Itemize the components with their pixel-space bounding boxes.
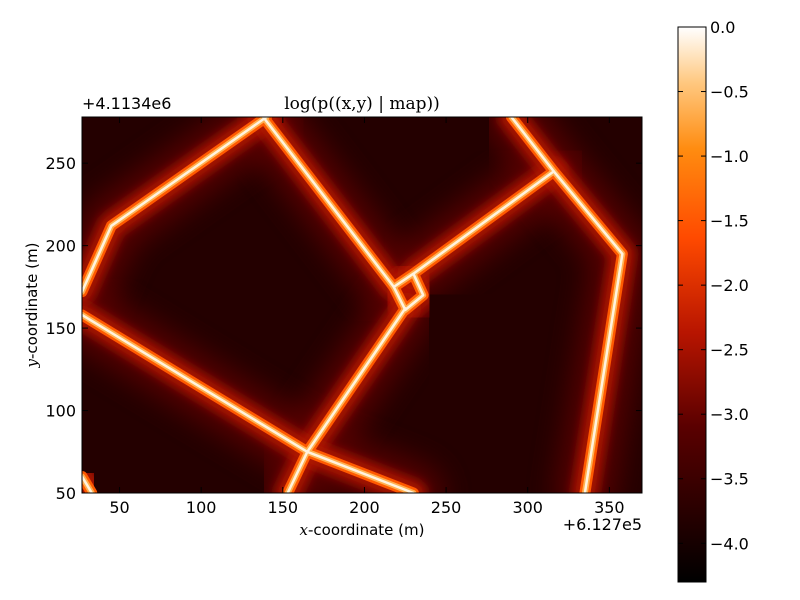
x-tick-label: 100: [186, 498, 217, 517]
colorbar-tick-label: −3.5: [710, 470, 749, 489]
x-axis-ticks: 50 100 150 200 250 300 350: [109, 117, 625, 517]
colorbar-tick-label: −4.0: [710, 534, 749, 553]
colorbar-tick-label: −1.0: [710, 147, 749, 166]
colorbar-tick-label: −2.0: [710, 276, 749, 295]
colorbar-ticks: 0.0 −0.5 −1.0 −1.5 −2.0 −2.5 −3.0 −3.5 −4.0: [678, 18, 749, 553]
colorbar-tick-label: 0.0: [710, 18, 735, 37]
x-tick-label: 50: [109, 498, 129, 517]
road-8-layer-4: [82, 475, 94, 493]
colorbar: 0.0 −0.5 −1.0 −1.5 −2.0 −2.5 −3.0 −3.5 −4.0: [677, 18, 749, 583]
colorbar-tick-label: −1.5: [710, 212, 749, 231]
y-tick-label: 150: [45, 319, 76, 338]
y-tick-label: 250: [45, 154, 76, 173]
x-offset-label: +6.127e5: [563, 515, 642, 534]
y-axis-ticks: 50 100 150 200 250: [45, 154, 642, 503]
x-tick-label: 200: [349, 498, 380, 517]
x-tick-label: 150: [268, 498, 299, 517]
road-2-layer-4: [261, 117, 396, 289]
road-3-layer-4: [392, 272, 425, 312]
y-tick-label: 50: [56, 484, 76, 503]
x-tick-label: 300: [512, 498, 543, 517]
y-axis-label: y-coordinate (m): [23, 243, 41, 369]
road-7-layer-4: [510, 117, 624, 493]
x-axis-label: x-coordinate (m): [300, 521, 425, 539]
road-6-layer-4: [412, 170, 556, 275]
y-offset-label: +4.1134e6: [82, 94, 171, 113]
colorbar-gradient: [677, 26, 707, 583]
plot-frame: [81, 116, 643, 494]
road-5-layer-4: [82, 313, 415, 493]
x-tick-label: 250: [431, 498, 462, 517]
heatmap-plot: [81, 116, 643, 494]
road-1-layer-4: [82, 117, 268, 294]
colorbar-tick-label: −2.5: [710, 341, 749, 360]
x-tick-label: 350: [594, 498, 625, 517]
y-tick-label: 200: [45, 237, 76, 256]
colorbar-tick-label: −0.5: [710, 83, 749, 102]
chart-title: log(p((x,y) | map)): [284, 94, 440, 114]
colorbar-tick-label: −3.0: [710, 405, 749, 424]
y-tick-label: 100: [45, 402, 76, 421]
